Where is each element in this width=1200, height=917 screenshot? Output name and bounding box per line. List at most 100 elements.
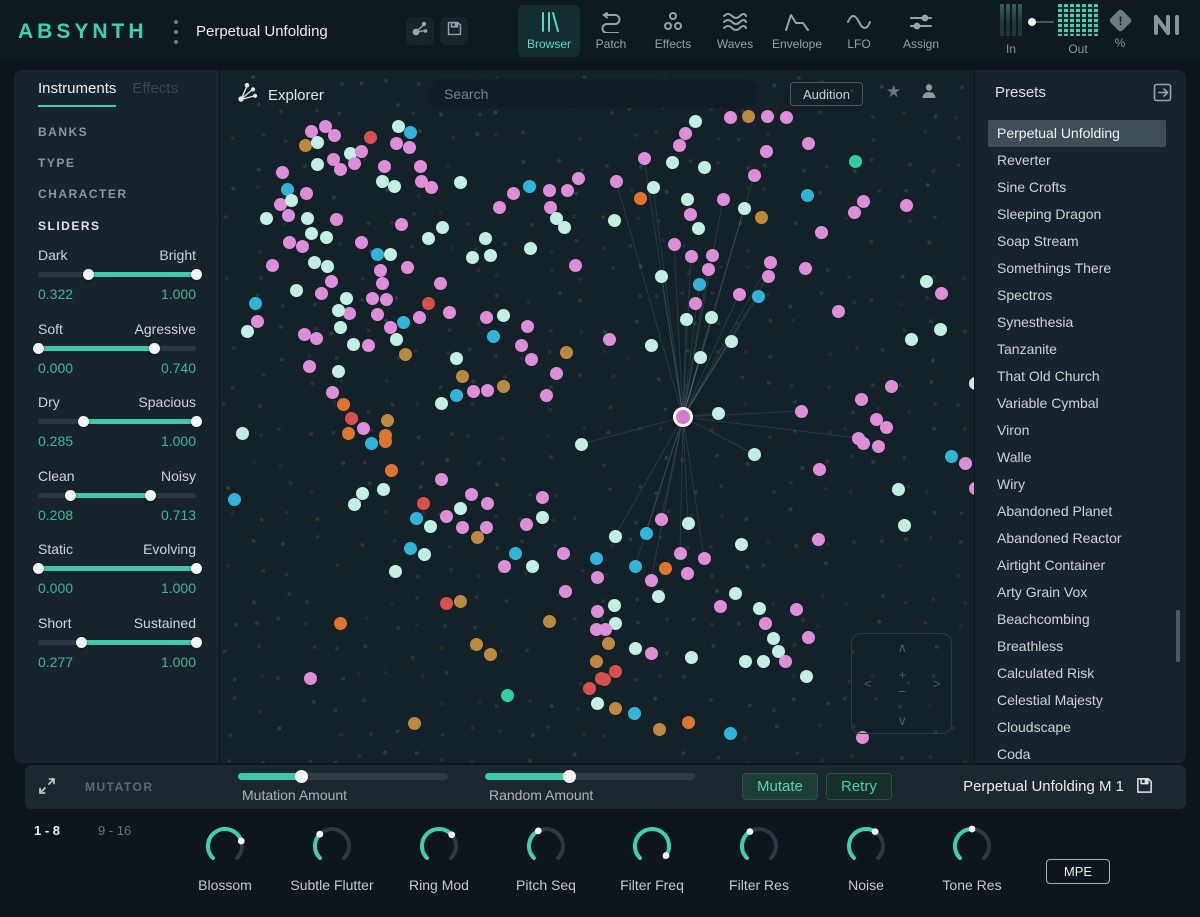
retry-button[interactable]: Retry [826, 773, 892, 800]
tab-lfo[interactable]: LFO [828, 5, 890, 57]
preset-item[interactable]: Arty Grain Vox [997, 584, 1088, 600]
scatter-dot[interactable] [409, 511, 423, 525]
scatter-dot[interactable] [598, 622, 612, 636]
scatter-dot[interactable] [275, 165, 289, 179]
scatter-dot[interactable] [379, 292, 393, 306]
scatter-dot[interactable] [433, 276, 447, 290]
slider-track[interactable] [38, 416, 202, 428]
scatter-dot[interactable] [705, 248, 719, 262]
scatter-dot[interactable] [597, 672, 611, 686]
scatter-dot[interactable] [333, 320, 347, 334]
scatter-dot[interactable] [319, 230, 333, 244]
scatter-dot[interactable] [968, 481, 974, 495]
scatter-dot[interactable] [303, 671, 317, 685]
export-panel-icon[interactable] [1153, 83, 1172, 107]
scatter-dot[interactable] [627, 706, 641, 720]
tab-instruments[interactable]: Instruments [38, 80, 117, 107]
scatter-dot[interactable] [370, 247, 384, 261]
scatter-dot[interactable] [899, 198, 913, 212]
scatter-dot[interactable] [389, 332, 403, 346]
scatter-dot[interactable] [347, 497, 361, 511]
scatter-dot[interactable] [679, 312, 693, 326]
scatter-dot[interactable] [307, 255, 321, 269]
scatter-dot[interactable] [766, 631, 780, 645]
scatter-dot[interactable] [391, 119, 405, 133]
scatter-dot[interactable] [608, 664, 622, 678]
pan-up-icon[interactable]: ∧ [897, 640, 908, 655]
favorite-star-icon[interactable]: ★ [886, 82, 902, 101]
scatter-dot[interactable] [633, 191, 647, 205]
scatter-dot[interactable] [403, 541, 417, 555]
section-banks[interactable]: BANKS [38, 125, 89, 139]
scatter-dot[interactable] [439, 596, 453, 610]
scatter-dot[interactable] [801, 136, 815, 150]
scatter-dot[interactable] [361, 338, 375, 352]
slider-handle-low[interactable] [76, 637, 88, 648]
mutator-slider-track[interactable] [485, 770, 695, 783]
scatter-dot[interactable] [681, 715, 695, 729]
scatter-dot[interactable] [480, 383, 494, 397]
preset-item[interactable]: Variable Cymbal [997, 395, 1099, 411]
scatter-dot[interactable] [483, 647, 497, 661]
scatter-dot[interactable] [759, 144, 773, 158]
scatter-dot[interactable] [514, 338, 528, 352]
scatter-dot[interactable] [416, 496, 430, 510]
scatter-dot[interactable] [342, 306, 356, 320]
scatter-dot[interactable] [652, 722, 666, 736]
scatter-dot[interactable] [644, 646, 658, 660]
scatter-dot[interactable] [798, 261, 812, 275]
scatter-dot[interactable] [380, 413, 394, 427]
slider-handle-low[interactable] [77, 416, 89, 428]
preset-item[interactable]: Breathless [997, 638, 1064, 654]
scatter-dot[interactable] [525, 559, 539, 573]
scatter-dot[interactable] [681, 516, 695, 530]
tab-browser[interactable]: Browser [518, 5, 580, 57]
scatter-dot[interactable] [449, 388, 463, 402]
scatter-dot[interactable] [298, 138, 312, 152]
scatter-dot[interactable] [417, 547, 431, 561]
scatter-dot[interactable] [628, 641, 642, 655]
scatter-dot[interactable] [329, 212, 343, 226]
macro-page-tab-1[interactable]: 1 - 8 [34, 823, 61, 838]
slider-handle-high[interactable] [190, 416, 202, 428]
scatter-dot[interactable] [737, 201, 751, 215]
scatter-dot[interactable] [535, 490, 549, 504]
scatter-dot[interactable] [347, 156, 361, 170]
scatter-dot[interactable] [496, 308, 510, 322]
scatter-dot[interactable] [711, 406, 725, 420]
mutator-slider-handle[interactable] [562, 770, 576, 783]
scatter-dot[interactable] [602, 332, 616, 346]
scatter-dot[interactable] [723, 110, 737, 124]
scatter-dot[interactable] [680, 566, 694, 580]
scatter-dot[interactable] [574, 437, 588, 451]
scatter-dot[interactable] [728, 586, 742, 600]
scatter-dot[interactable] [442, 305, 456, 319]
preset-item[interactable]: Coda [997, 746, 1031, 762]
scatter-dot[interactable] [439, 509, 453, 523]
scatter-dot[interactable] [523, 241, 537, 255]
scatter-dot[interactable] [364, 436, 378, 450]
scatter-dot[interactable] [373, 263, 387, 277]
scatter-dot[interactable] [814, 225, 828, 239]
tab-waves[interactable]: Waves [704, 5, 766, 57]
scatter-dot[interactable] [763, 255, 777, 269]
scatter-dot[interactable] [310, 135, 324, 149]
scatter-dot[interactable] [302, 359, 316, 373]
scatter-dot[interactable] [492, 200, 506, 214]
slider-handle-low[interactable] [32, 563, 44, 575]
scatter-dot[interactable] [542, 614, 556, 628]
scatter-dot[interactable] [535, 510, 549, 524]
scatter-dot[interactable] [240, 324, 254, 338]
scatter-dot[interactable] [944, 449, 958, 463]
scatter-dot[interactable] [479, 310, 493, 324]
scatter-dot[interactable] [684, 249, 698, 263]
scatter-dot[interactable] [871, 439, 885, 453]
scatter-dot[interactable] [704, 310, 718, 324]
scatter-dot[interactable] [396, 315, 410, 329]
scatter-dot[interactable] [691, 221, 705, 235]
scatter-dot[interactable] [559, 345, 573, 359]
scatter-dot[interactable] [356, 421, 370, 435]
scatter-dot[interactable] [304, 124, 318, 138]
tab-effects[interactable]: Effects [642, 5, 704, 57]
zoom-out-icon[interactable]: − [898, 683, 907, 699]
